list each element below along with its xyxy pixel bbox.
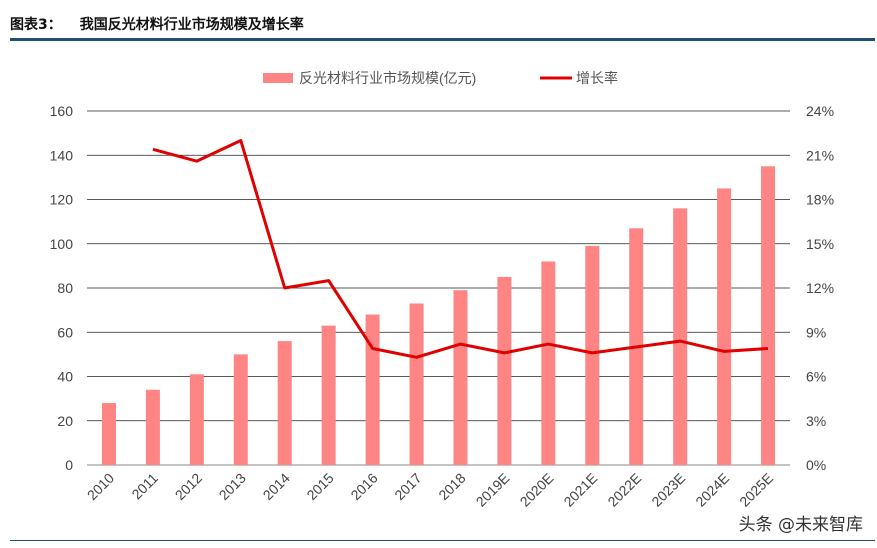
x-tick-label: 2013 bbox=[216, 470, 249, 503]
bar bbox=[673, 208, 688, 465]
bar bbox=[717, 188, 732, 465]
left-tick-label: 0 bbox=[65, 457, 73, 473]
legend: 反光材料行业市场规模(亿元) 增长率 bbox=[263, 70, 618, 86]
right-tick-label: 12% bbox=[806, 280, 834, 296]
figure-title-text: 我国反光材料行业市场规模及增长率 bbox=[79, 17, 304, 33]
bar bbox=[761, 166, 776, 465]
x-tick-label: 2025E bbox=[736, 470, 776, 510]
header-divider bbox=[10, 38, 875, 41]
legend-label-bar: 反光材料行业市场规模(亿元) bbox=[299, 70, 476, 86]
bar bbox=[233, 354, 248, 465]
left-tick-label: 160 bbox=[50, 103, 74, 119]
x-tick-label: 2011 bbox=[128, 470, 161, 503]
x-tick-label: 2015 bbox=[303, 470, 336, 503]
bar bbox=[101, 403, 116, 465]
right-tick-label: 18% bbox=[806, 192, 834, 208]
bar bbox=[365, 314, 380, 465]
left-tick-label: 40 bbox=[57, 369, 73, 385]
figure-title: 图表3： 我国反光材料行业市场规模及增长率 bbox=[10, 14, 304, 34]
bar bbox=[453, 290, 468, 465]
x-tick-label: 2022E bbox=[604, 470, 644, 510]
x-tick-label: 2024E bbox=[692, 470, 732, 510]
right-tick-label: 21% bbox=[806, 147, 834, 163]
bar bbox=[585, 245, 600, 465]
x-tick-label: 2016 bbox=[347, 470, 380, 503]
x-tick-label: 2010 bbox=[84, 470, 117, 503]
footer-divider bbox=[10, 540, 875, 541]
bar bbox=[321, 325, 336, 465]
x-tick-label: 2023E bbox=[648, 470, 688, 510]
bar bbox=[541, 261, 556, 465]
x-tick-label: 2014 bbox=[259, 470, 292, 503]
left-tick-label: 60 bbox=[57, 324, 73, 340]
legend-label-line: 增长率 bbox=[576, 70, 618, 86]
x-tick-label: 2012 bbox=[172, 470, 205, 503]
x-tick-label: 2020E bbox=[517, 470, 557, 510]
left-tick-label: 20 bbox=[57, 413, 73, 429]
x-tick-label: 2019E bbox=[473, 470, 513, 510]
left-tick-label: 100 bbox=[50, 236, 74, 252]
right-tick-label: 0% bbox=[806, 457, 826, 473]
bar bbox=[497, 276, 512, 465]
bar bbox=[189, 374, 204, 465]
x-tick-label: 2017 bbox=[391, 470, 424, 503]
right-tick-label: 9% bbox=[806, 324, 826, 340]
bar bbox=[277, 341, 292, 465]
left-tick-label: 120 bbox=[50, 192, 74, 208]
watermark: 头条 @未来智库 bbox=[738, 515, 863, 535]
left-tick-label: 140 bbox=[50, 147, 74, 163]
bar bbox=[409, 303, 424, 465]
right-tick-label: 6% bbox=[806, 369, 826, 385]
right-tick-label: 24% bbox=[806, 103, 834, 119]
figure-label: 图表3： bbox=[10, 17, 62, 33]
left-tick-label: 80 bbox=[57, 280, 73, 296]
x-tick-label: 2021E bbox=[560, 470, 600, 510]
right-tick-label: 15% bbox=[806, 236, 834, 252]
right-tick-label: 3% bbox=[806, 413, 826, 429]
x-tick-label: 2018 bbox=[435, 470, 468, 503]
legend-swatch-bar bbox=[263, 73, 293, 83]
bar bbox=[145, 389, 160, 465]
